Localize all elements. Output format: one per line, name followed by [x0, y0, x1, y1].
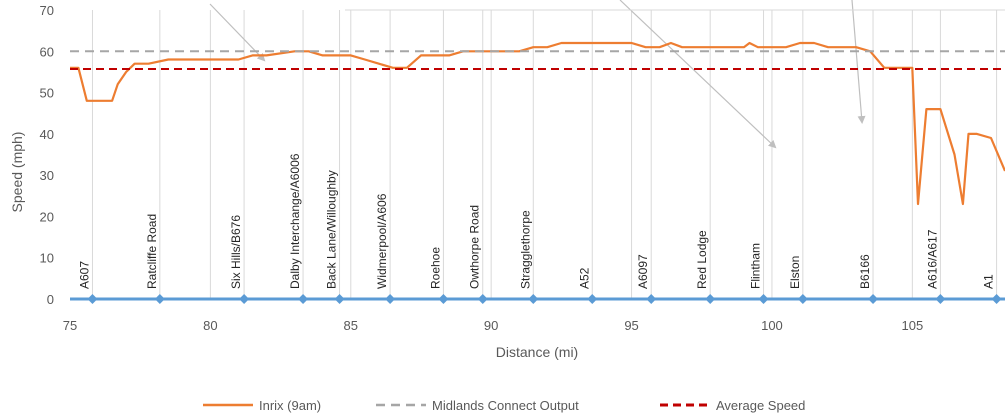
x-tick-label-105: 105: [901, 318, 923, 333]
annotation-arrow-2: [851, 0, 866, 124]
junction-label-9: A52: [577, 267, 591, 289]
junction-marker-7: [477, 294, 488, 304]
x-tick-label-100: 100: [761, 318, 783, 333]
x-tick-label-95: 95: [624, 318, 638, 333]
junction-label-4: Back Lane/Willoughby: [325, 170, 339, 289]
y-tick-label-10: 10: [40, 251, 54, 266]
legend-label-average: Average Speed: [716, 398, 805, 413]
y-tick-label-30: 30: [40, 168, 54, 183]
junction-marker-15: [935, 294, 946, 304]
junction-label-12: Flintham: [749, 243, 763, 289]
y-tick-label-60: 60: [40, 44, 54, 59]
y-tick-label-0: 0: [47, 292, 54, 307]
x-tick-label-80: 80: [203, 318, 217, 333]
annotation-arrow-1: [619, 0, 777, 149]
junction-marker-0: [87, 294, 98, 304]
junction-label-16: A1: [982, 274, 996, 289]
junction-label-1: Ratcliffe Road: [145, 214, 159, 289]
junction-marker-16: [991, 294, 1002, 304]
junction-marker-4: [334, 294, 345, 304]
y-tick-label-70: 70: [40, 3, 54, 18]
junction-marker-12: [758, 294, 769, 304]
junction-baseline: [70, 294, 1005, 304]
x-tick-label-75: 75: [63, 318, 77, 333]
junction-marker-14: [868, 294, 879, 304]
junction-marker-10: [646, 294, 657, 304]
junction-label-3: Dalby Interchange/A6006: [288, 153, 302, 289]
junction-marker-2: [239, 294, 250, 304]
legend: Inrix (9am) Midlands Connect Output Aver…: [203, 398, 805, 413]
x-tick-label-90: 90: [484, 318, 498, 333]
junction-marker-9: [587, 294, 598, 304]
y-axis: 0 10 20 30 40 50 60 70: [40, 3, 54, 307]
y-tick-label-20: 20: [40, 209, 54, 224]
junction-label-15: A616/A617: [925, 229, 939, 289]
grid-lines: [91, 10, 998, 299]
junction-marker-6: [438, 294, 449, 304]
junction-label-10: A6097: [636, 254, 650, 289]
y-axis-title: Speed (mph): [9, 132, 25, 213]
legend-label-midlands: Midlands Connect Output: [432, 398, 579, 413]
junction-label-6: Roehoe: [428, 247, 442, 289]
junction-label-8: Stragglethorpe: [518, 210, 532, 289]
junction-marker-8: [528, 294, 539, 304]
junction-label-0: A607: [77, 261, 91, 289]
legend-label-inrix: Inrix (9am): [259, 398, 321, 413]
y-tick-label-40: 40: [40, 127, 54, 142]
annotation-arrows: [209, 0, 1005, 149]
junction-marker-11: [705, 294, 716, 304]
junction-marker-1: [154, 294, 165, 304]
y-tick-label-50: 50: [40, 86, 54, 101]
junction-label-2: Six Hills/B676: [229, 215, 243, 289]
series-line-0: [70, 41, 1005, 206]
junction-label-13: Elston: [788, 256, 802, 289]
junction-marker-13: [797, 294, 808, 304]
x-tick-label-85: 85: [344, 318, 358, 333]
junction-labels: A607 Ratcliffe Road Six Hills/B676 Dalby In…: [77, 153, 995, 289]
x-axis: 75 80 85 90 95 100 105: [63, 318, 923, 333]
series-layer: [70, 41, 1005, 206]
junction-label-11: Red Lodge: [695, 230, 709, 289]
junction-label-5: Widmerpool/A606: [375, 193, 389, 289]
junction-label-14: B6166: [858, 254, 872, 289]
junction-marker-3: [298, 294, 309, 304]
junction-label-7: Owthorpe Road: [468, 205, 482, 289]
junction-marker-5: [385, 294, 396, 304]
x-axis-title: Distance (mi): [496, 344, 578, 360]
